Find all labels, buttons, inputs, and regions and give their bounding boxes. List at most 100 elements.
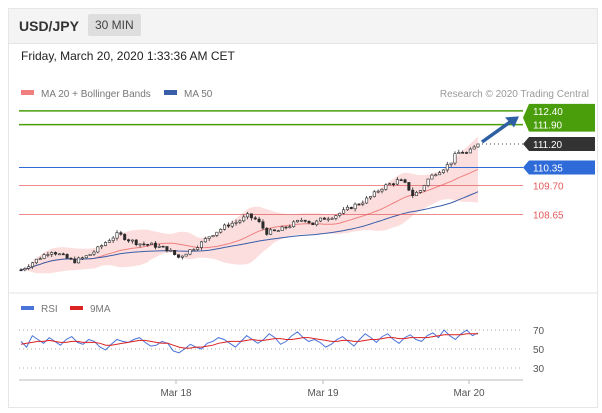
candle xyxy=(415,192,419,196)
candle xyxy=(280,226,284,231)
candle xyxy=(292,221,296,227)
candle xyxy=(27,266,31,269)
candle xyxy=(418,190,422,193)
candle xyxy=(307,220,311,224)
candle xyxy=(330,218,334,220)
candle xyxy=(169,250,173,252)
ninema-legend-label: 9MA xyxy=(90,304,111,315)
candle xyxy=(441,169,445,173)
bollinger-bands xyxy=(21,136,478,274)
candle xyxy=(326,218,330,221)
ma50-legend-label: MA 50 xyxy=(184,89,213,100)
candle xyxy=(322,217,326,220)
candle xyxy=(334,215,338,219)
candle xyxy=(219,228,223,233)
rsi-tick-label: 30 xyxy=(533,364,545,375)
candle xyxy=(395,179,399,185)
candle xyxy=(100,245,104,248)
candle xyxy=(284,226,288,229)
bollinger-legend-label: MA 20 + Bollinger Bands xyxy=(41,89,151,100)
ninema-line xyxy=(20,333,478,349)
candle xyxy=(46,254,50,256)
candle xyxy=(449,162,453,165)
candle xyxy=(234,221,238,224)
candle xyxy=(276,230,280,232)
forecast-arrow-shaft xyxy=(480,119,513,144)
candle xyxy=(453,153,457,164)
candle xyxy=(92,251,96,255)
forecast-arrow-head xyxy=(505,116,519,128)
chart-widget: USD/JPY 30 MIN xyxy=(8,8,598,408)
candle xyxy=(54,252,58,255)
candle xyxy=(23,268,27,271)
candle xyxy=(272,229,276,232)
candle xyxy=(311,222,315,226)
x-tick-label: Mar 20 xyxy=(453,388,485,399)
candle xyxy=(392,183,396,186)
candle xyxy=(134,239,138,245)
level-label: 110.35 xyxy=(533,164,563,175)
candle xyxy=(411,189,415,196)
candle xyxy=(261,221,265,229)
candle xyxy=(142,243,146,246)
candle xyxy=(457,152,461,155)
candle xyxy=(249,213,253,219)
candle xyxy=(230,222,234,227)
candle xyxy=(188,249,192,255)
candle xyxy=(472,146,476,150)
research-credit: Research © 2020 Trading Central xyxy=(440,89,589,100)
candle xyxy=(38,258,42,260)
candle xyxy=(96,246,100,253)
candlestick-series xyxy=(19,143,480,272)
level-label: 108.65 xyxy=(533,211,564,222)
candle xyxy=(461,152,465,154)
candle xyxy=(468,148,472,154)
candle xyxy=(180,255,184,258)
timeframe-button[interactable]: 30 MIN xyxy=(88,14,141,36)
candle xyxy=(338,212,342,216)
level-label: 111.90 xyxy=(533,121,563,132)
candle xyxy=(342,209,346,214)
forecast-arrow xyxy=(480,116,519,144)
candle xyxy=(69,257,73,260)
candle xyxy=(434,174,438,177)
candle xyxy=(146,243,150,246)
candle xyxy=(119,232,123,235)
candle xyxy=(269,229,273,235)
candle xyxy=(223,224,227,230)
candle xyxy=(403,179,407,183)
candle xyxy=(445,164,449,171)
candle xyxy=(111,237,115,241)
candle xyxy=(88,253,92,257)
candle xyxy=(77,257,81,264)
chart-header: USD/JPY 30 MIN xyxy=(9,9,597,44)
candle xyxy=(353,203,357,210)
candle xyxy=(184,253,188,257)
candle xyxy=(57,253,61,256)
candle xyxy=(349,206,353,210)
candle xyxy=(345,206,349,211)
candle xyxy=(368,196,372,199)
candle xyxy=(376,190,380,193)
candle xyxy=(388,183,392,186)
target-level-tag xyxy=(523,103,595,132)
candle xyxy=(173,250,177,255)
candle xyxy=(422,185,426,191)
candle xyxy=(476,143,480,148)
candle xyxy=(246,213,250,218)
candle xyxy=(357,203,361,206)
level-label: 109.70 xyxy=(533,181,564,192)
candle xyxy=(73,258,77,264)
candle xyxy=(84,255,88,259)
ma50-legend-swatch xyxy=(164,90,177,95)
candle xyxy=(176,254,180,258)
x-tick-label: Mar 19 xyxy=(307,388,339,399)
candle xyxy=(215,231,219,236)
candle xyxy=(150,242,154,245)
candle xyxy=(380,188,384,192)
ninema-legend-swatch xyxy=(70,306,83,310)
candle xyxy=(103,242,107,246)
candle xyxy=(199,241,203,248)
candle xyxy=(464,152,468,154)
